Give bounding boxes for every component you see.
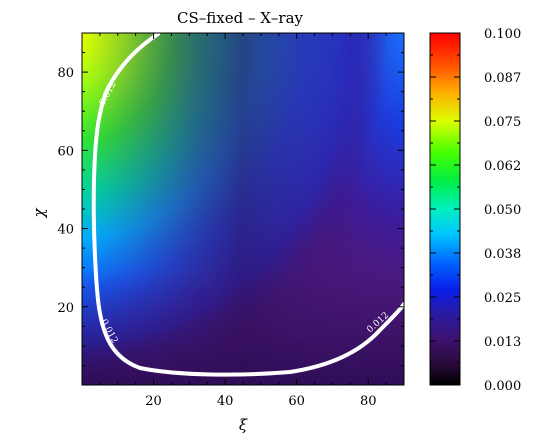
y-tick-label: 80 bbox=[57, 66, 74, 81]
colorbar-tick-label: 0.000 bbox=[484, 379, 521, 394]
contour-line bbox=[91, 33, 404, 377]
y-tick-label: 40 bbox=[57, 223, 74, 238]
heatmap-bottom-shade bbox=[82, 270, 404, 385]
colorbar-tick-label: 0.100 bbox=[484, 27, 521, 42]
colorbar-tick-label: 0.087 bbox=[484, 71, 521, 86]
x-tick-label: 40 bbox=[217, 394, 234, 409]
colorbar-axis: 0.000 0.013 0.025 0.038 0.050 0.062 0.075 0.087… bbox=[430, 27, 521, 394]
x-tick-label: 60 bbox=[288, 394, 305, 409]
heatmap-plot-area bbox=[82, 33, 404, 385]
x-axis-label: ξ bbox=[239, 416, 248, 434]
y-axis: 20 40 60 80 bbox=[57, 32, 404, 386]
colorbar-tick-label: 0.013 bbox=[484, 335, 521, 350]
y-axis-label: χ bbox=[30, 208, 48, 219]
colorbar-tick-label: 0.038 bbox=[484, 247, 521, 262]
colorbar-tick-label: 0.050 bbox=[484, 203, 521, 218]
colorbar-tick-label: 0.062 bbox=[484, 159, 521, 174]
x-tick-label: 80 bbox=[360, 394, 377, 409]
chart-title: CS–fixed – X–ray bbox=[177, 9, 304, 27]
y-tick-label: 20 bbox=[57, 301, 74, 316]
y-tick-label: 60 bbox=[57, 144, 74, 159]
x-tick-label: 20 bbox=[145, 394, 162, 409]
colorbar-tick-label: 0.025 bbox=[484, 291, 521, 306]
colorbar-tick-label: 0.075 bbox=[484, 115, 521, 130]
x-axis: 20 40 60 80 bbox=[81, 33, 405, 409]
